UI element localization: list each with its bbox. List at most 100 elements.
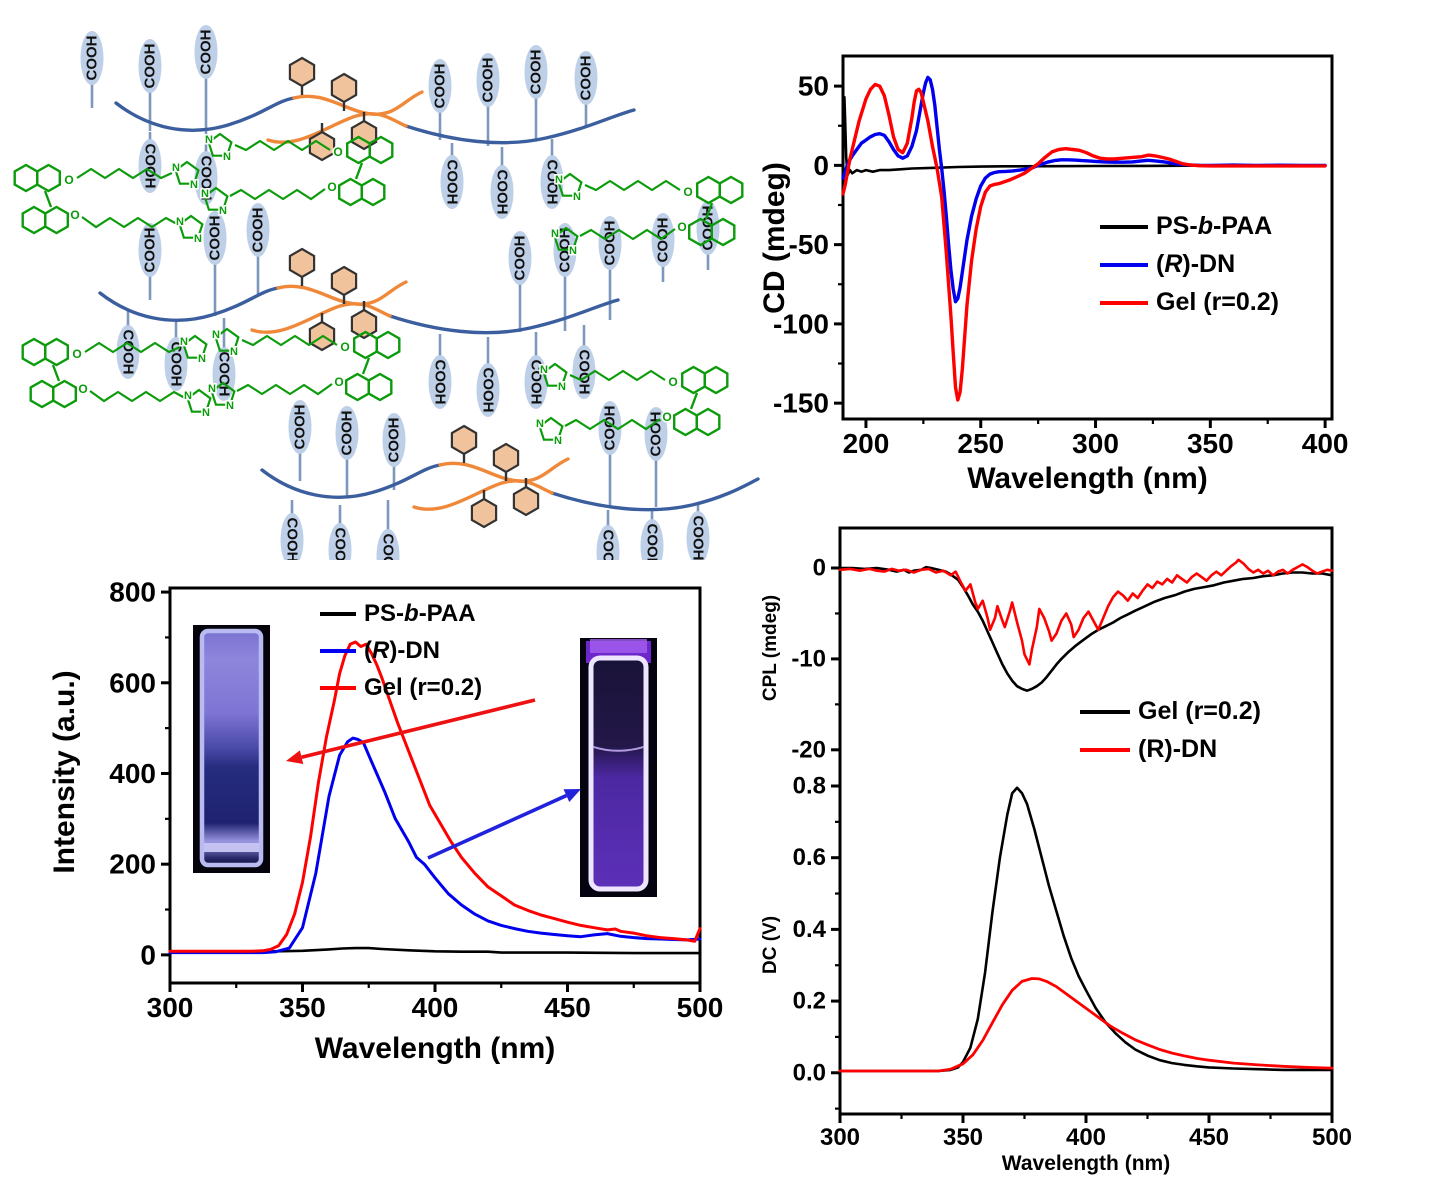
nitrogen-label: N	[176, 216, 184, 228]
blue-arrow	[427, 793, 568, 860]
y-tick-label: 50	[798, 71, 829, 102]
cpl-dc-chart-panel: 300 350 400 450 500 0 -10 -20 0.8 0.6 0.4 0.2 0.0 Wav…	[760, 515, 1435, 1200]
nitrogen-label: N	[554, 435, 562, 447]
nitrogen-label: N	[208, 383, 216, 395]
x-tick-label: 450	[544, 992, 591, 1023]
oxygen-label: O	[72, 347, 81, 361]
cooh-ellipse	[246, 203, 270, 257]
oxygen-label: O	[662, 410, 671, 424]
imidazole-ring	[203, 186, 229, 211]
series-gel-r-0-2-	[168, 640, 702, 953]
y-tick-label: 0.2	[793, 988, 826, 1015]
cooh-label: COOH	[386, 418, 403, 463]
legend-label: Gel (r=0.2)	[1156, 288, 1279, 316]
cooh-label: COOH	[480, 368, 497, 413]
cooh-ellipse	[476, 363, 500, 417]
cooh-label: COOH	[528, 360, 545, 405]
series-lines	[841, 75, 1327, 402]
cooh-ellipse	[574, 51, 598, 105]
nitrogen-label: N	[540, 364, 548, 376]
y-tick-label: 0	[140, 939, 156, 970]
gel-cuvette-photo	[193, 625, 270, 873]
nitrogen-label: N	[230, 346, 238, 358]
y-axis-label: DC (V)	[760, 916, 781, 974]
red-arrow-head	[286, 750, 304, 764]
oxygen-label: O	[340, 340, 349, 354]
nitrogen-label: N	[212, 329, 220, 341]
legend-label: Gel (r=0.2)	[364, 674, 483, 701]
axes: 300 350 400 450 500 0 -10 -20 0.8 0.6 0.4 0.2 0.0 Wav…	[760, 526, 1352, 1175]
cooh-ellipse	[651, 213, 675, 267]
cooh-ellipse	[80, 31, 104, 85]
phenyl-ring	[450, 424, 478, 456]
cooh-ellipse	[288, 400, 312, 454]
nitrogen-label: N	[558, 381, 566, 393]
cooh-ellipse	[598, 216, 622, 270]
cooh-ellipse	[598, 401, 622, 455]
imidazole-ring	[214, 327, 240, 352]
y-tick-label: 0.8	[793, 773, 826, 800]
ps-block	[266, 112, 408, 144]
cooh-label: COOH	[250, 208, 267, 253]
cooh-label: COOH	[602, 221, 619, 266]
paa-block	[550, 477, 760, 512]
imidazole-ring	[182, 334, 208, 359]
phenyl-ring	[288, 56, 316, 88]
legend-label: PS-b-PAA	[1156, 212, 1273, 240]
legend-label: (R)-DN	[364, 637, 440, 664]
imidazole-ring	[207, 132, 233, 157]
cooh-ellipse	[524, 355, 548, 409]
nitrogen-label: N	[536, 418, 544, 430]
cooh-label: COOH	[494, 170, 511, 215]
cooh-ellipse	[540, 155, 564, 209]
nitrogen-label: N	[223, 151, 231, 163]
cooh-label: COOH	[142, 228, 159, 273]
cooh-ellipse	[138, 139, 162, 193]
nitrogen-label: N	[172, 162, 180, 174]
cooh-ellipse	[686, 511, 710, 560]
cooh-ellipse	[138, 39, 162, 93]
cooh-ellipse	[508, 231, 532, 285]
y-tick-label: 0	[813, 555, 826, 582]
nitrogen-label: N	[184, 390, 192, 402]
oxygen-label: O	[327, 180, 336, 194]
cooh-label: COOH	[578, 56, 595, 101]
polymer-chain-3: COOH COOH COOH COOH COOH COOH COOH COOH COOH COOH…	[260, 201, 760, 561]
chart-legend: PS-b-PAA (R)-DN Gel (r=0.2)	[1100, 212, 1279, 326]
cooh-ellipse	[476, 53, 500, 107]
polymer-chain-2: COOH COOH COOH COOH COOH COOH COOH COOH COOH COOH…	[98, 203, 622, 417]
cooh-ellipse	[428, 59, 452, 113]
legend-item: Gel (r=0.2)	[320, 674, 482, 702]
cooh-ellipse	[116, 325, 140, 379]
cooh-label: COOH	[432, 64, 449, 109]
x-tick-label: 400	[1066, 1124, 1106, 1151]
series-ps-b-paa	[168, 946, 702, 955]
x-tick-label: 350	[943, 1124, 983, 1151]
fluorescence-chart: 300 350 400 450 500 800 600 400 200 0 Wavelength (…	[48, 577, 723, 1065]
legend-label: PS-b-PAA	[364, 600, 476, 627]
cooh-label: COOH	[648, 412, 665, 457]
legend-line-swatch	[320, 612, 356, 616]
oxygen-label: O	[677, 220, 686, 234]
ps-block	[250, 302, 392, 334]
cooh-ellipse	[572, 345, 596, 399]
x-tick-label: 300	[820, 1124, 860, 1151]
x-tick-label: 300	[1072, 428, 1119, 459]
chart-legend: PS-b-PAA (R)-DN Gel (r=0.2)	[320, 600, 482, 711]
phenyl-ring	[350, 308, 378, 340]
cooh-label: COOH	[600, 530, 617, 561]
y-axis-label: Intensity (a.u.)	[48, 670, 81, 873]
cooh-label: COOH	[198, 30, 215, 75]
y-tick-label: -150	[773, 388, 829, 419]
series-cpl-gel-r-0-2-	[838, 565, 1334, 692]
cooh-ellipse	[194, 25, 218, 79]
nitrogen-label: N	[198, 353, 206, 365]
polymer-chain-1: COOH COOH COOH COOH COOH COOH COOH COOH COOH COOH…	[80, 25, 636, 219]
y-tick-label: 600	[109, 667, 156, 698]
cooh-label: COOH	[84, 36, 101, 81]
ps-block	[412, 479, 554, 511]
legend-item: PS-b-PAA	[1100, 212, 1279, 241]
cooh-label: COOH	[142, 144, 159, 189]
cooh-ellipse	[328, 523, 352, 560]
